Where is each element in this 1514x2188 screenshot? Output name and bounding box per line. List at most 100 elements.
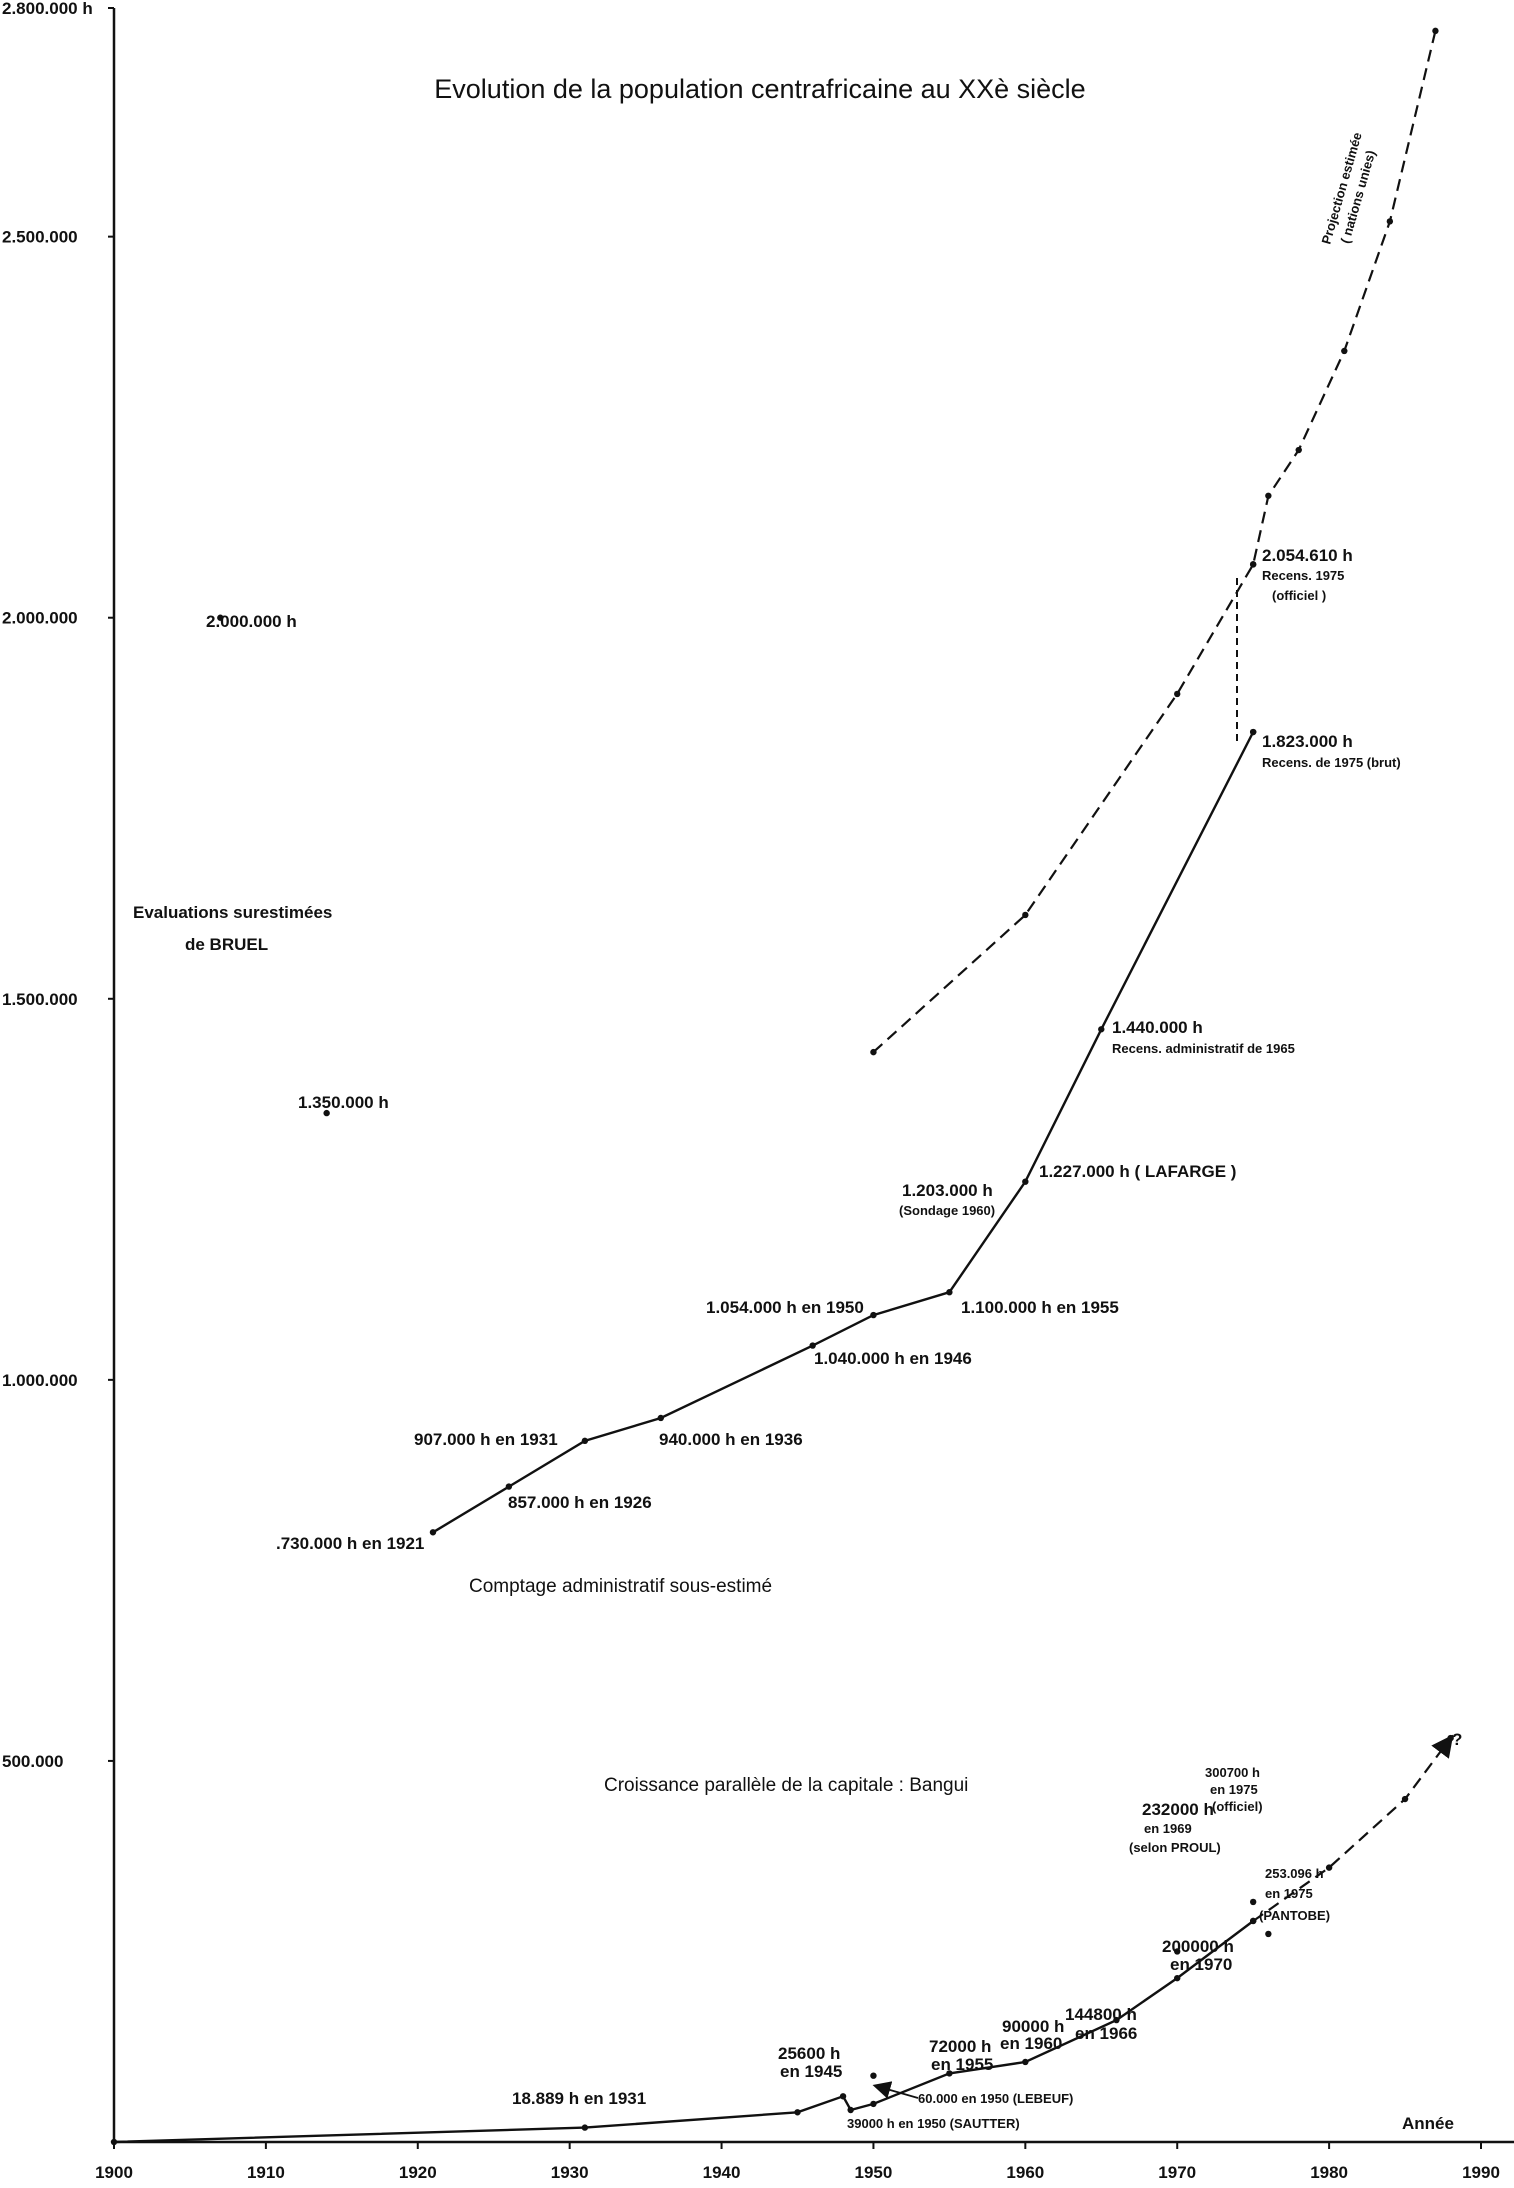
data-point [946, 2070, 953, 2077]
data-point [1113, 2016, 1120, 2024]
series-line-1 [872, 30, 1437, 1053]
y-tick-label: 2.000.000 [2, 609, 78, 628]
y-tick-label: 1.000.000 [2, 1371, 78, 1390]
data-point [429, 1529, 437, 1536]
label-b253096-line-1: 253.096 h [1265, 1866, 1324, 1881]
label-b200000-line-2: en 1970 [1170, 1955, 1232, 1974]
series-line-0 [432, 731, 1255, 1534]
label-2054610-line-1: 2.054.610 h [1262, 546, 1353, 565]
data-point [1022, 911, 1029, 919]
label-1203000-line-2: (Sondage 1960) [899, 1203, 995, 1218]
data-point [1022, 1178, 1029, 1185]
x-tick-label: 1930 [551, 2163, 589, 2182]
series-lines [113, 30, 1454, 2144]
data-point [870, 2100, 877, 2108]
y-tick-label: 500.000 [2, 1752, 63, 1771]
data-point [505, 1483, 513, 1490]
data-point [1401, 1795, 1409, 1803]
data-point [1341, 347, 1348, 355]
isolated-data-point [1174, 1948, 1181, 1955]
label-bruel-1350000: 1.350.000 h [298, 1093, 389, 1112]
x-tick-label: 1910 [247, 2163, 285, 2182]
label-b300700-line-3: (officiel) [1212, 1799, 1263, 1814]
label-857000: 857.000 h en 1926 [508, 1493, 652, 1512]
data-point [581, 2124, 589, 2131]
x-tick-label: 1960 [1006, 2163, 1044, 2182]
label-b144800-line-2: en 1966 [1075, 2024, 1137, 2043]
label-2054610-line-2: Recens. 1975 [1262, 568, 1344, 583]
bruel-title-line-1: Evaluations surestimées [133, 903, 332, 922]
label-b72000-line-2: en 1955 [931, 2055, 993, 2074]
x-tick-label: 1900 [95, 2163, 133, 2182]
comptage-label: Comptage administratif sous-estimé [469, 1576, 772, 1597]
label-b25600-line-1: 25600 h [778, 2044, 840, 2063]
label-b25600-line-2: en 1945 [780, 2062, 842, 2081]
isolated-data-point [1249, 1898, 1257, 1906]
label-b232000-line-2: en 1969 [1144, 1821, 1192, 1836]
data-point [581, 1437, 589, 1445]
label-b90000-line-2: en 1960 [1000, 2034, 1062, 2053]
data-point [1432, 27, 1439, 35]
chart-title: Evolution de la population centrafricain… [434, 74, 1085, 104]
label-b90000-line-1: 90000 h [1002, 2017, 1064, 2036]
data-point [1174, 690, 1181, 698]
data-point [657, 1414, 664, 1422]
label-b300700-line-2: en 1975 [1210, 1782, 1258, 1797]
label-b60000: 60.000 en 1950 (LEBEUF) [918, 2091, 1073, 2106]
label-1227000: 1.227.000 h ( LAFARGE ) [1039, 1162, 1236, 1181]
y-tick-label: 2.800.000 h [2, 0, 93, 18]
label-1440000-line-1: 1.440.000 h [1112, 1018, 1203, 1037]
data-point [1265, 492, 1272, 499]
bruel-title-line-2: de BRUEL [185, 935, 268, 954]
label-b232000-line-1: 232000 h [1142, 1800, 1214, 1819]
x-tick-label: 1990 [1462, 2163, 1500, 2182]
label-b144800-line-1: 144800 h [1065, 2005, 1137, 2024]
bangui-question-mark: ? [1452, 1730, 1462, 1749]
label-b232000-line-3: (selon PROUL) [1129, 1840, 1221, 1855]
label-1100000: 1.100.000 h en 1955 [961, 1298, 1119, 1317]
data-point [1249, 1917, 1257, 1925]
data-point [1386, 218, 1394, 225]
label-1823000-line-1: 1.823.000 h [1262, 732, 1353, 751]
label-b253096-line-2: en 1975 [1265, 1886, 1313, 1901]
data-point [1098, 1026, 1105, 1033]
data-point [847, 2106, 854, 2114]
label-1203000-line-1: 1.203.000 h [902, 1181, 993, 1200]
x-tick-label: 1950 [855, 2163, 893, 2182]
data-point [1447, 1734, 1454, 1742]
x-axis-label: Année [1402, 2114, 1454, 2133]
x-tick-label: 1980 [1310, 2163, 1348, 2182]
data-point [870, 1048, 877, 1056]
isolated-data-point [323, 1109, 330, 1117]
data-point [1174, 1974, 1181, 1982]
isolated-data-point [217, 614, 224, 621]
data-point [839, 2093, 847, 2100]
label-bruel-2000000: 2.000.000 h [206, 612, 297, 631]
x-tick-labels: 1900 1910 1920 1930 1940 1950 1960 1970 1980 1990 [95, 2142, 1500, 2182]
data-point [946, 1289, 953, 1296]
data-point [809, 1342, 816, 1349]
x-tick-label: 1970 [1158, 2163, 1196, 2182]
data-point [110, 2138, 118, 2146]
label-b18889: 18.889 h en 1931 [512, 2089, 646, 2108]
data-points [110, 27, 1454, 2146]
label-907000: 907.000 h en 1931 [414, 1430, 558, 1449]
data-point [1325, 1864, 1333, 1871]
label-b253096-line-3: (PANTOBE) [1259, 1908, 1330, 1923]
isolated-data-point [1249, 561, 1257, 568]
label-730000: .730.000 h en 1921 [276, 1534, 424, 1553]
y-tick-labels: 2.800.000 h 2.500.000 2.000.000 1.500.000 1.… [2, 0, 114, 1771]
data-point [870, 1311, 877, 1319]
y-tick-label: 2.500.000 [2, 228, 78, 247]
label-1054000: 1.054.000 h en 1950 [706, 1298, 864, 1317]
isolated-data-point [870, 2072, 877, 2079]
x-tick-label: 1920 [399, 2163, 437, 2182]
series-line-3 [1252, 1734, 1454, 1922]
y-tick-label: 1.500.000 [2, 990, 78, 1009]
label-b200000-line-1: 200000 h [1162, 1937, 1234, 1956]
label-b300700-line-1: 300700 h [1205, 1765, 1260, 1780]
label-1040000: 1.040.000 h en 1946 [814, 1349, 972, 1368]
data-point [1022, 2058, 1029, 2066]
label-1440000-line-2: Recens. administratif de 1965 [1112, 1041, 1295, 1056]
label-1823000-line-2: Recens. de 1975 (brut) [1262, 755, 1401, 770]
